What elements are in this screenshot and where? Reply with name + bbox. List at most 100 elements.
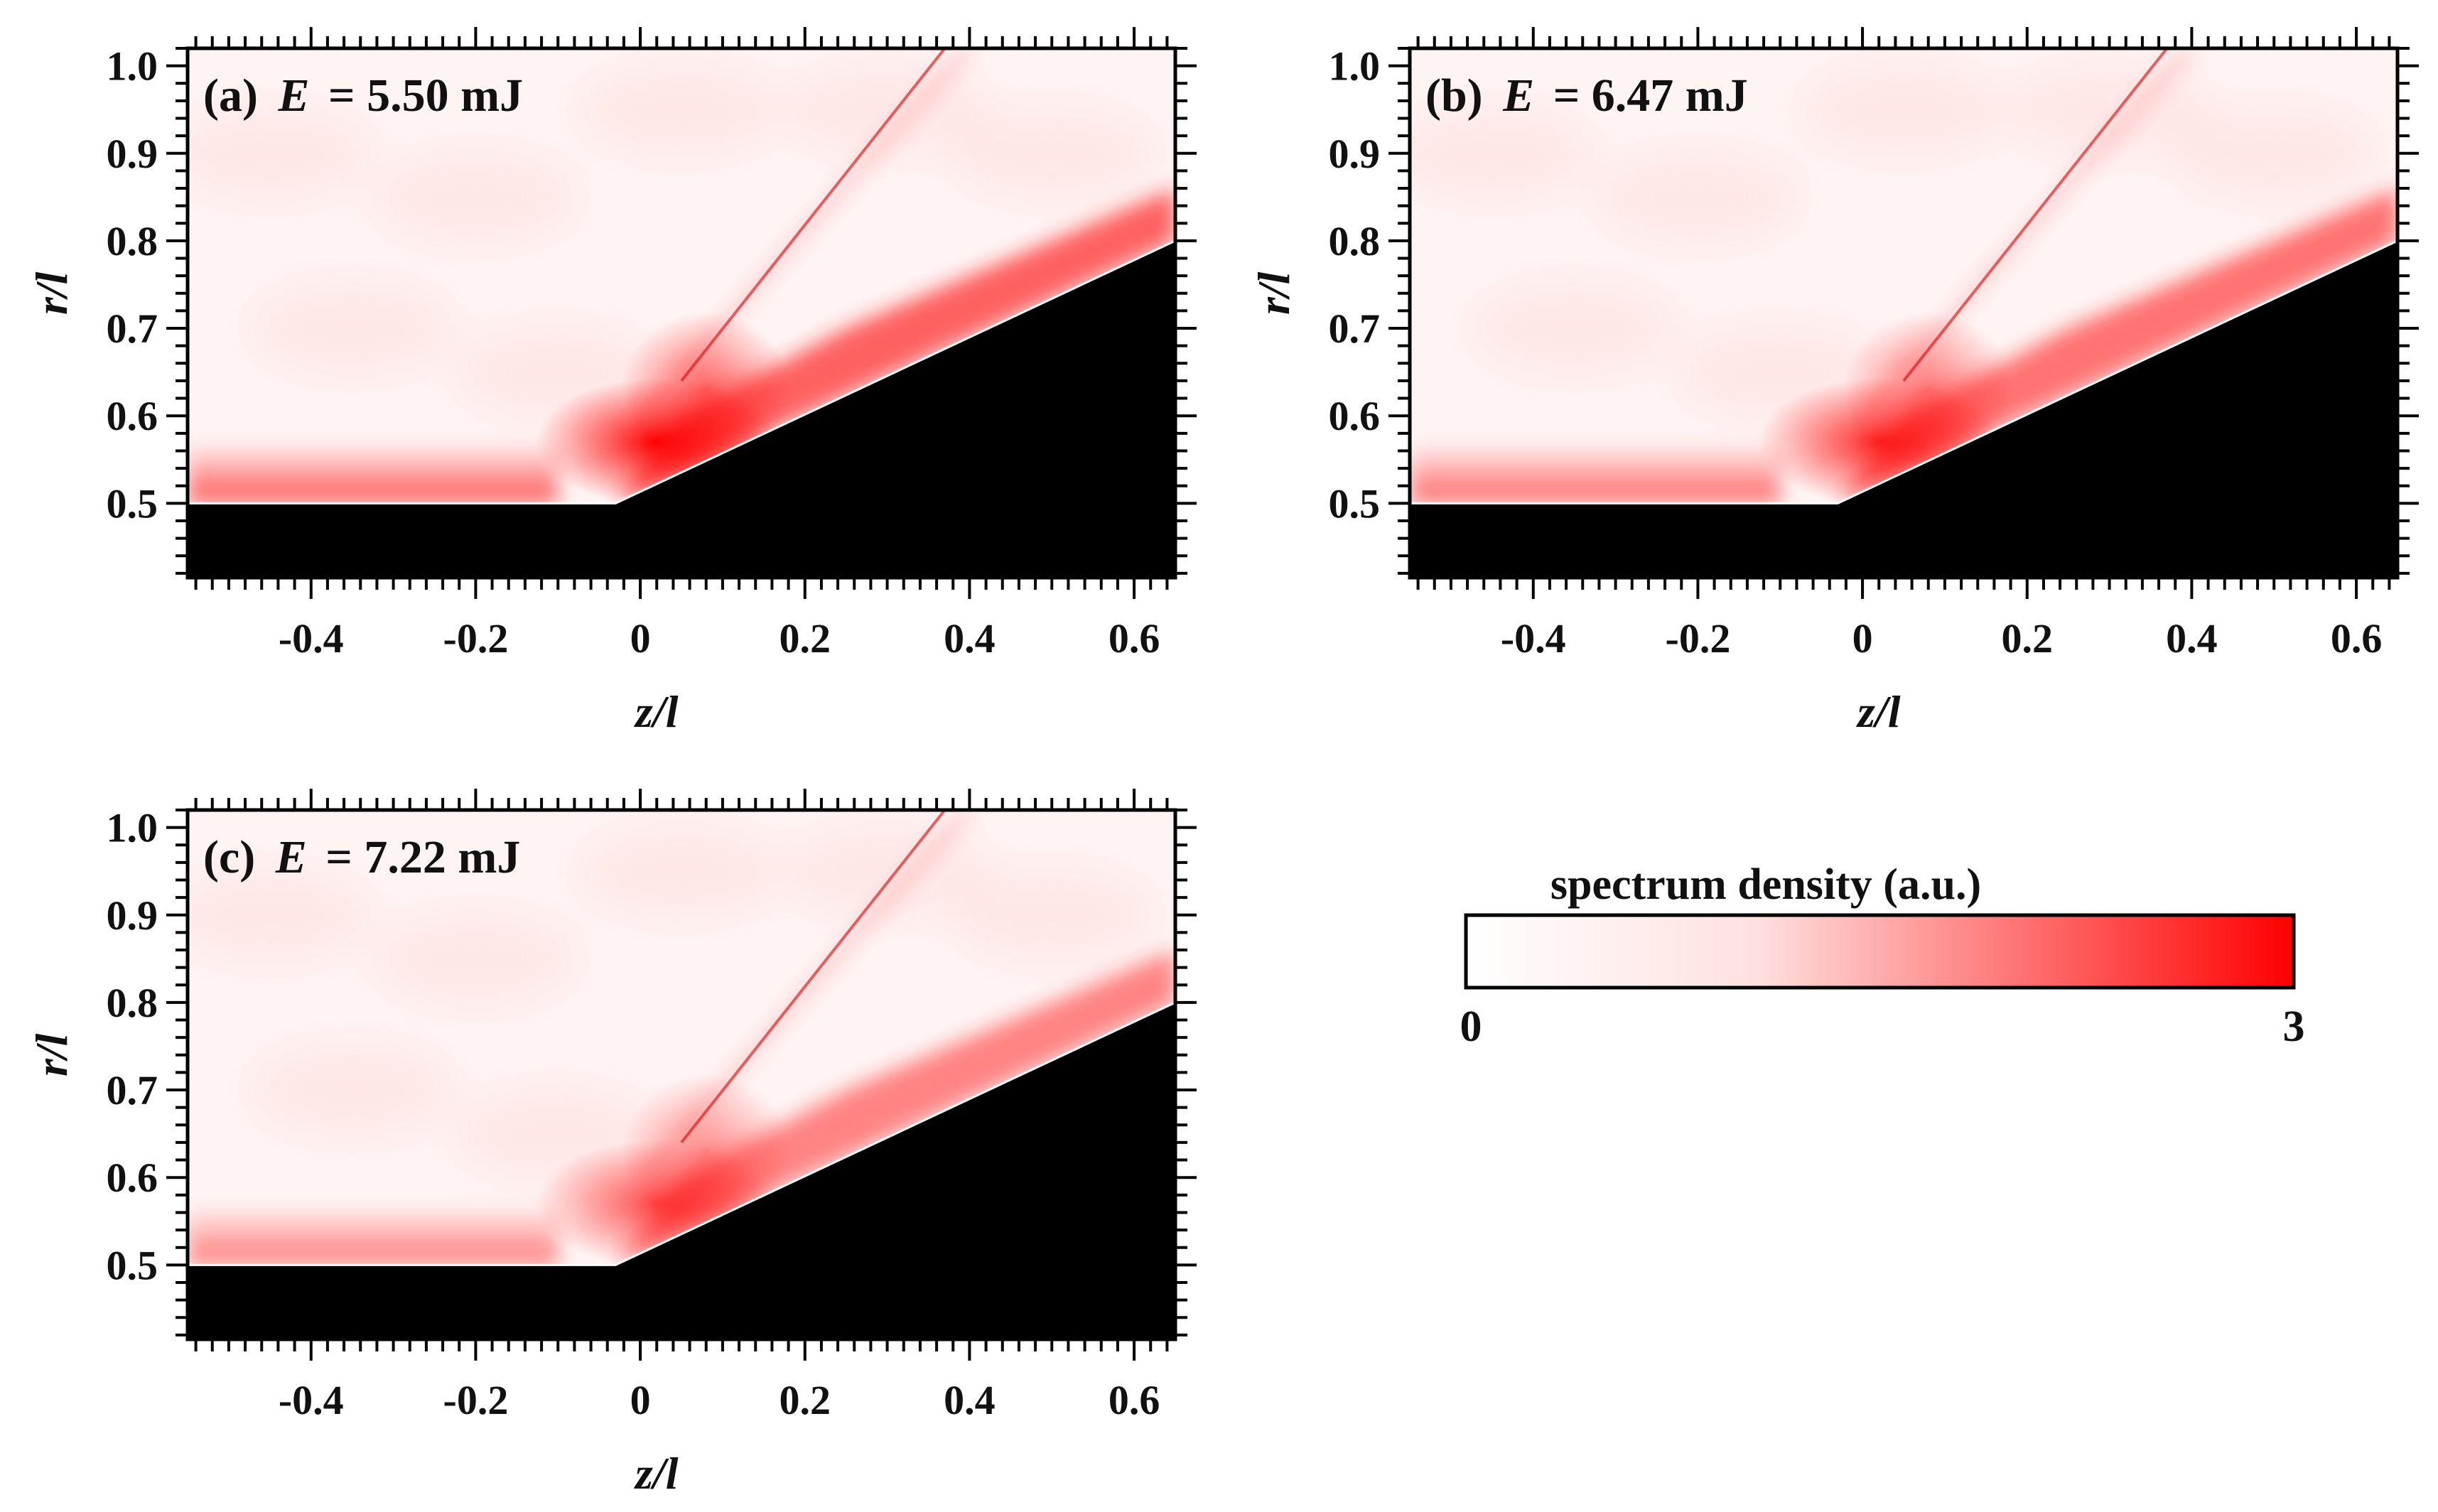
x-tick-label: 0.4 [944,1377,996,1423]
model-body [1410,240,2397,578]
colorbar-gradient [1464,913,2296,990]
y-tick-label: 0.8 [1329,218,1381,264]
model-body [188,1002,1175,1339]
heatmap-shock-line [1860,48,2194,418]
y-tick-label: 0.6 [107,393,158,439]
heatmap-texture [245,279,459,379]
panel-label: (a) E = 5.50 mJ [203,70,523,122]
y-tick-label: 0.6 [1329,393,1381,439]
y-tick-label: 0.9 [107,892,158,939]
x-tick-label: 0.4 [944,615,996,662]
heatmap-wall-band [1410,442,1781,504]
plot-frame [185,46,1177,580]
heatmap-texture [1797,60,2010,160]
energy-value: = 5.50 mJ [328,70,523,122]
model-surface [188,239,1175,504]
heatmap-texture [945,103,1159,203]
y-tick-label: 0.7 [107,306,158,352]
panel-id: (b) [1425,70,1483,122]
heatmap-texture [1410,103,1599,203]
y-tick-label: 0.5 [107,1242,158,1288]
y-tick-label: 0.9 [107,131,158,177]
heatmap-texture [945,865,1159,965]
heatmap-wall-band [188,442,559,504]
heatmap-texture [188,103,377,203]
x-tick-label: -0.4 [279,1377,344,1423]
energy-symbol: E [275,831,307,883]
y-tick-label: 0.7 [107,1067,158,1113]
axis-ticks [166,789,1197,1361]
heatmap-texture [2167,103,2381,203]
heatmap-texture [1591,147,1805,247]
x-tick-label: 0.2 [780,615,831,662]
y-tick-label: 0.8 [107,980,158,1026]
y-tick-label: 0.5 [1329,480,1381,526]
heatmap-area [1410,48,2397,578]
heatmap-texture [1467,279,1681,379]
heatmap-shock-line [638,810,971,1179]
plot-frame [1408,46,2400,580]
panel-id: (a) [203,70,258,122]
panel-c: -0.4 -0.2 0 0.2 0.4 0.6 0.5 0.6 0.7 0.8 0.9 1.0 z/l… [26,789,1197,1498]
heatmap-texture [369,147,583,247]
heatmap-texture [780,60,994,160]
y-tick-label: 0.6 [107,1155,158,1201]
heatmap-texture [780,821,994,922]
x-tick-label: -0.4 [279,615,344,662]
x-tick-label: -0.2 [443,1377,509,1423]
heatmap-hotspot [1843,311,2014,468]
heatmap-hotspot [620,1073,792,1230]
x-tick-label: 0.2 [2002,615,2054,662]
colorbar-min-label: 0 [1460,1003,1482,1051]
heatmap-texture [188,865,377,965]
y-axis-title: r/l [26,1033,77,1076]
y-axis-title: r/l [26,271,77,315]
tick-labels: -0.4 -0.2 0 0.2 0.4 0.6 0.5 0.6 0.7 0.8 0.9 1.0 [107,43,1160,662]
panel-label: (b) E = 6.47 mJ [1425,70,1748,122]
panel-a: -0.4 -0.2 0 0.2 0.4 0.6 0.5 0.6 0.7 0.8 0.9 1.0 z/l… [26,27,1197,737]
model-surface [188,1001,1175,1266]
x-tick-label: 0.6 [2331,615,2383,662]
x-tick-label: 0 [630,1377,651,1423]
heatmap-shock-line [638,48,971,418]
heatmap-shock-line [680,810,946,1144]
colorbar-max-label: 3 [2283,1003,2305,1051]
heatmap-hotspot [620,311,792,468]
x-tick-label: 0 [630,615,651,662]
heatmap-texture [369,909,583,1009]
energy-symbol: E [1502,70,1534,122]
x-tick-label: -0.2 [443,615,509,662]
model-surface [1410,239,2397,504]
x-tick-label: 0.6 [1109,1377,1160,1423]
heatmap-texture [245,1040,459,1140]
x-tick-label: 0.6 [1109,615,1160,662]
heatmap-texture [575,60,788,160]
y-tick-label: 1.0 [1329,43,1381,90]
energy-value: = 6.47 mJ [1553,70,1748,122]
axis-ticks [1388,27,2419,599]
colorbar-title: spectrum density (a.u.) [1550,860,1981,909]
x-tick-label: 0.2 [780,1377,831,1423]
x-tick-label: 0.4 [2166,615,2218,662]
axis-ticks [166,27,1197,599]
tick-labels: -0.4 -0.2 0 0.2 0.4 0.6 0.5 0.6 0.7 0.8 0.9 1.0 [107,805,1160,1423]
energy-symbol: E [277,70,309,122]
x-axis-title: z/l [634,1448,679,1498]
y-tick-label: 1.0 [107,805,158,851]
y-tick-label: 0.7 [1329,306,1381,352]
x-axis-title: z/l [1856,686,1901,737]
x-tick-label: 0 [1852,615,1873,662]
model-body [188,240,1175,578]
y-axis-title: r/l [1248,271,1299,315]
heatmap-wall-band [188,1204,559,1265]
x-tick-label: -0.4 [1501,615,1566,662]
y-tick-label: 1.0 [107,43,158,90]
colorbar: spectrum density (a.u.) 0 3 [1460,860,2305,1051]
tick-labels: -0.4 -0.2 0 0.2 0.4 0.6 0.5 0.6 0.7 0.8 0.9 1.0 [1329,43,2383,662]
panel-label: (c) E = 7.22 mJ [203,831,520,883]
plot-frame [185,808,1177,1341]
panel-id: (c) [203,831,255,883]
heatmap-area [188,48,1175,578]
heatmap-shock-line [680,48,946,382]
